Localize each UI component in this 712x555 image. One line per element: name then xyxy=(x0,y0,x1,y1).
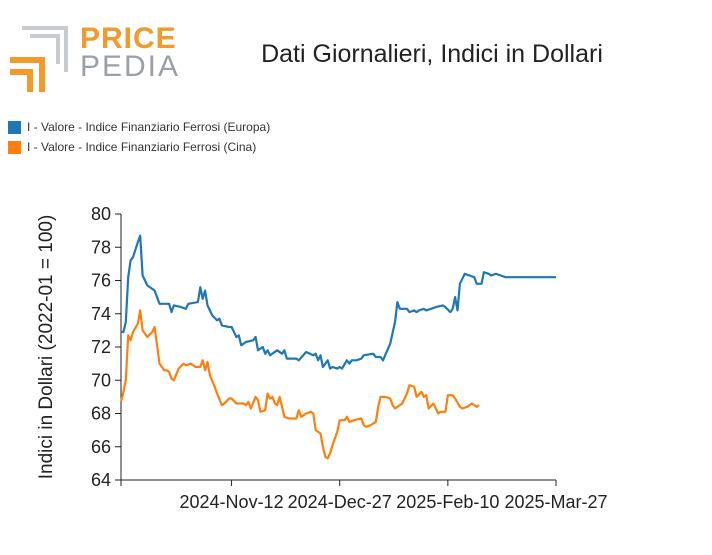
y-tick-label: 72 xyxy=(91,337,111,357)
legend-label-europe: I - Valore - Indice Finanziario Ferrosi … xyxy=(27,120,271,134)
legend-label-china: I - Valore - Indice Finanziario Ferrosi … xyxy=(27,140,257,154)
series-line-europe xyxy=(121,234,556,370)
y-axis: 64 66 68 70 72 74 76 78 80 xyxy=(91,204,122,490)
y-tick-label: 78 xyxy=(91,237,111,257)
x-tick-label: 2025-Mar-27 xyxy=(504,492,607,512)
pricepedia-logo-mark xyxy=(10,26,68,92)
logo-text-pedia: PEDIA xyxy=(80,50,181,83)
y-tick-label: 66 xyxy=(91,437,111,457)
legend-swatch-china xyxy=(8,140,21,154)
y-tick-label: 74 xyxy=(91,304,111,324)
x-tick-label: 2024-Dec-27 xyxy=(288,492,392,512)
series-line-china xyxy=(119,309,480,460)
legend-item-europe[interactable]: I - Valore - Indice Finanziario Ferrosi … xyxy=(8,119,270,135)
series-layer xyxy=(119,234,556,460)
x-axis: 2024-Nov-12 2024-Dec-27 2025-Feb-10 2025-Ma… xyxy=(120,479,608,512)
y-tick-label: 70 xyxy=(91,370,111,390)
logo-text-price: PRICE xyxy=(80,22,177,55)
y-tick-label: 76 xyxy=(91,271,111,291)
x-tick-label: 2025-Feb-10 xyxy=(396,492,499,512)
legend-swatch-europe xyxy=(8,120,21,134)
x-tick-label: 2024-Nov-12 xyxy=(180,492,284,512)
legend-item-china[interactable]: I - Valore - Indice Finanziario Ferrosi … xyxy=(8,139,256,155)
y-tick-label: 64 xyxy=(91,470,111,490)
y-axis-title: Indici in Dollari (2022-01 = 100) xyxy=(36,215,57,480)
pricepedia-logo: PRICE PEDIA xyxy=(8,22,178,92)
chart-title: Dati Giornalieri, Indici in Dollari xyxy=(261,40,603,68)
y-tick-label: 80 xyxy=(91,204,111,224)
y-tick-label: 68 xyxy=(91,404,111,424)
